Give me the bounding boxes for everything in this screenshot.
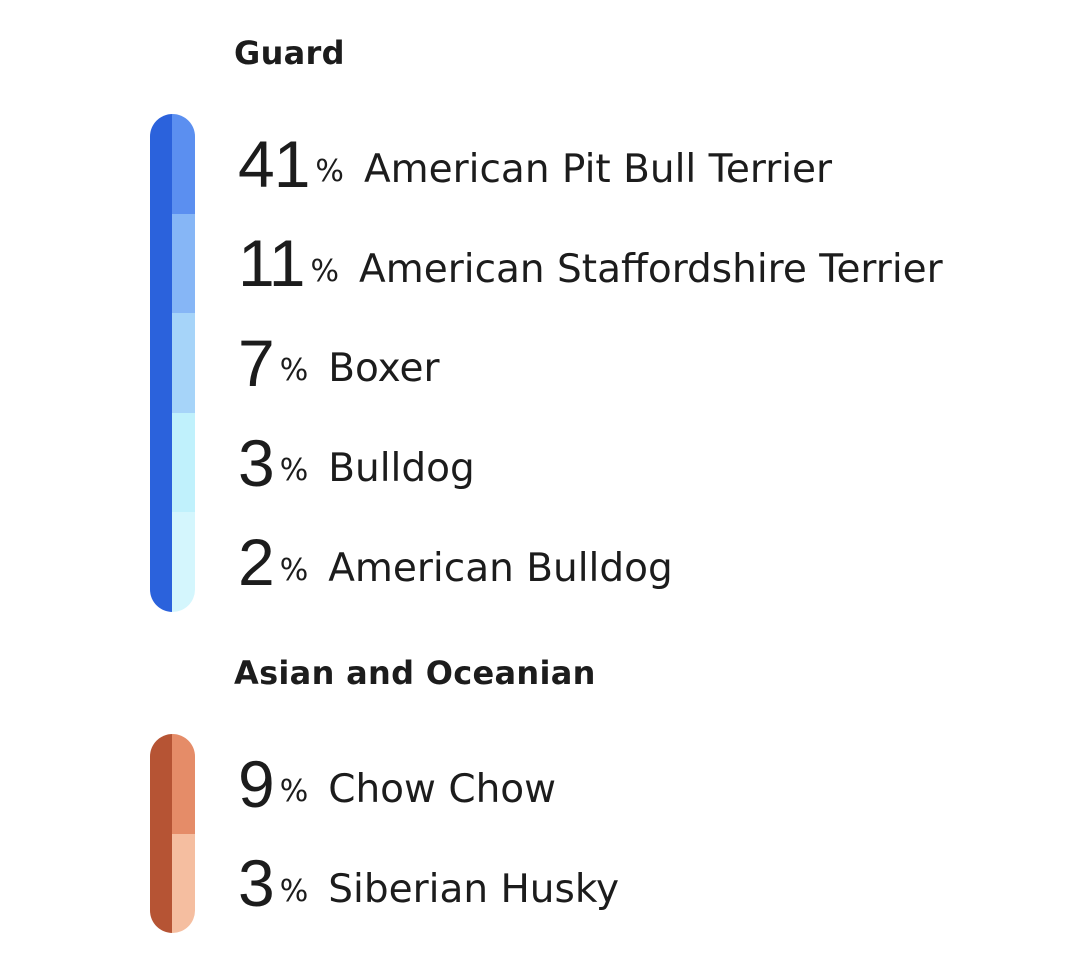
- breed-row: 3 % Siberian Husky: [238, 834, 619, 934]
- breed-name: American Staffordshire Terrier: [359, 246, 943, 292]
- bar-segment: [172, 833, 195, 933]
- bar-segment: [172, 213, 195, 314]
- percent-sign: %: [279, 453, 309, 489]
- percent-sign: %: [279, 774, 309, 810]
- breed-row: 2 % American Bulldog: [238, 512, 943, 612]
- percent-sign: %: [279, 353, 309, 389]
- breed-percent: 7: [238, 325, 275, 400]
- breed-percent: 41: [238, 126, 310, 201]
- bar-accent: [150, 734, 172, 933]
- breed-percent: 2: [238, 525, 275, 600]
- percent-sign: %: [279, 552, 309, 588]
- breed-percent: 11: [238, 226, 306, 301]
- breed-percent: 3: [238, 425, 275, 500]
- breed-name: Boxer: [328, 346, 440, 392]
- breed-row: 11 % American Staffordshire Terrier: [238, 214, 943, 314]
- bar-segment: [172, 114, 195, 214]
- bar-segment: [172, 734, 195, 834]
- bar-segment: [172, 313, 195, 413]
- group-title: Asian and Oceanian: [234, 654, 596, 692]
- breed-percent: 3: [238, 846, 275, 921]
- breed-row: 7 % Boxer: [238, 313, 943, 413]
- breed-name: American Pit Bull Terrier: [363, 147, 833, 193]
- percent-sign: %: [279, 873, 309, 909]
- breed-name: Chow Chow: [328, 767, 557, 813]
- bar-segment: [172, 412, 195, 513]
- breed-list-asian-oceanian: 9 % Chow Chow 3 % Siberian Husky: [238, 734, 619, 933]
- breed-row: 9 % Chow Chow: [238, 734, 619, 834]
- bar-segment: [172, 512, 195, 612]
- percent-sign: %: [315, 154, 344, 190]
- percent-sign: %: [310, 253, 340, 289]
- ancestry-bar-asian-oceanian: [150, 734, 195, 933]
- breed-row: 3 % Bulldog: [238, 413, 943, 513]
- breed-name: Bulldog: [328, 446, 475, 492]
- group-title: Guard: [234, 34, 345, 72]
- breed-name: American Bulldog: [328, 545, 673, 591]
- breed-list-guard: 41 % American Pit Bull Terrier 11 % Amer…: [238, 114, 943, 612]
- breed-row: 41 % American Pit Bull Terrier: [238, 114, 943, 214]
- breed-name: Siberian Husky: [328, 866, 620, 912]
- ancestry-bar-guard: [150, 114, 195, 612]
- breed-percent: 9: [238, 746, 275, 821]
- bar-accent: [150, 114, 172, 612]
